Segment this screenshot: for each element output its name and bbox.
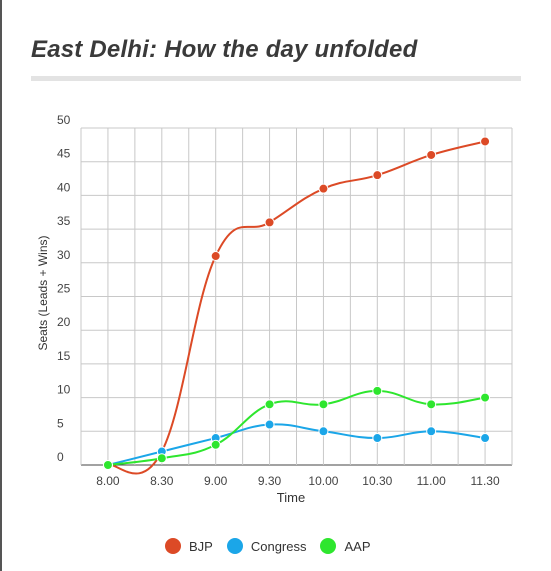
data-point-bjp[interactable]	[318, 183, 329, 194]
y-tick-label: 15	[57, 349, 71, 363]
series-line-congress	[107, 423, 486, 466]
title-underline	[31, 76, 521, 81]
data-point-bjp[interactable]	[210, 251, 221, 262]
y-axis-ticks: 0 5 10 15 20 25 30 35 40 45 50	[57, 113, 71, 464]
data-point-congress[interactable]	[426, 426, 437, 437]
x-axis-label: Time	[277, 490, 305, 505]
y-tick-label: 0	[57, 450, 64, 464]
y-axis-label: Seats (Leads + Wins)	[36, 235, 50, 350]
data-point-aap[interactable]	[102, 460, 113, 470]
data-point-bjp[interactable]	[372, 170, 383, 181]
x-tick-label: 9.30	[258, 474, 282, 488]
data-point-bjp[interactable]	[426, 149, 437, 160]
legend-item-bjp[interactable]: BJP	[165, 538, 213, 554]
y-tick-label: 25	[57, 282, 71, 296]
series-line-aap	[107, 389, 486, 466]
y-tick-label: 10	[57, 383, 71, 397]
data-point-congress[interactable]	[264, 419, 275, 430]
page-left-border	[0, 0, 2, 571]
legend-label-bjp: BJP	[189, 538, 213, 554]
y-tick-label: 5	[57, 416, 64, 430]
data-point-aap[interactable]	[426, 399, 437, 410]
series-points	[102, 136, 491, 470]
y-tick-label: 35	[57, 214, 71, 228]
x-tick-label: 8.00	[96, 474, 120, 488]
x-tick-label: 10.30	[362, 474, 392, 488]
legend-label-aap: AAP	[344, 538, 371, 554]
data-point-aap[interactable]	[156, 453, 167, 464]
chart-title: East Delhi: How the day unfolded	[31, 36, 418, 63]
x-tick-label: 9.00	[204, 474, 228, 488]
legend-swatch-aap	[320, 538, 337, 554]
legend-label-congress: Congress	[250, 538, 307, 554]
y-tick-label: 45	[57, 147, 71, 161]
legend-item-congress[interactable]: Congress	[226, 538, 307, 554]
legend-swatch-bjp	[165, 538, 181, 554]
legend-swatch-congress	[226, 538, 243, 554]
x-tick-label: 8.30	[150, 474, 174, 488]
line-chart: 0 5 10 15 20 25 30 35 40 45 50 8.00 8.30 9.00 9.30 10.…	[36, 113, 513, 505]
data-point-aap[interactable]	[264, 399, 275, 410]
data-point-aap[interactable]	[318, 399, 329, 410]
chart-grid	[80, 127, 513, 466]
x-tick-label: 11.00	[417, 474, 446, 488]
x-tick-label: 10.00	[308, 474, 338, 488]
data-point-congress[interactable]	[318, 426, 329, 437]
data-point-congress[interactable]	[480, 433, 491, 444]
y-tick-label: 20	[57, 315, 71, 329]
x-axis-ticks: 8.00 8.30 9.00 9.30 10.00 10.30 11.00 11.30	[96, 474, 500, 488]
chart-legend: BJP Congress AAP	[165, 535, 385, 557]
x-tick-label: 11.30	[470, 474, 499, 488]
data-point-bjp[interactable]	[264, 217, 275, 228]
data-point-aap[interactable]	[372, 385, 383, 396]
y-tick-label: 50	[57, 113, 71, 127]
data-point-bjp[interactable]	[480, 136, 491, 147]
data-point-aap[interactable]	[480, 392, 491, 403]
y-tick-label: 40	[57, 180, 71, 194]
data-point-aap[interactable]	[210, 439, 221, 450]
legend-item-aap[interactable]: AAP	[320, 538, 371, 554]
data-point-congress[interactable]	[372, 433, 383, 444]
y-tick-label: 30	[57, 248, 71, 262]
